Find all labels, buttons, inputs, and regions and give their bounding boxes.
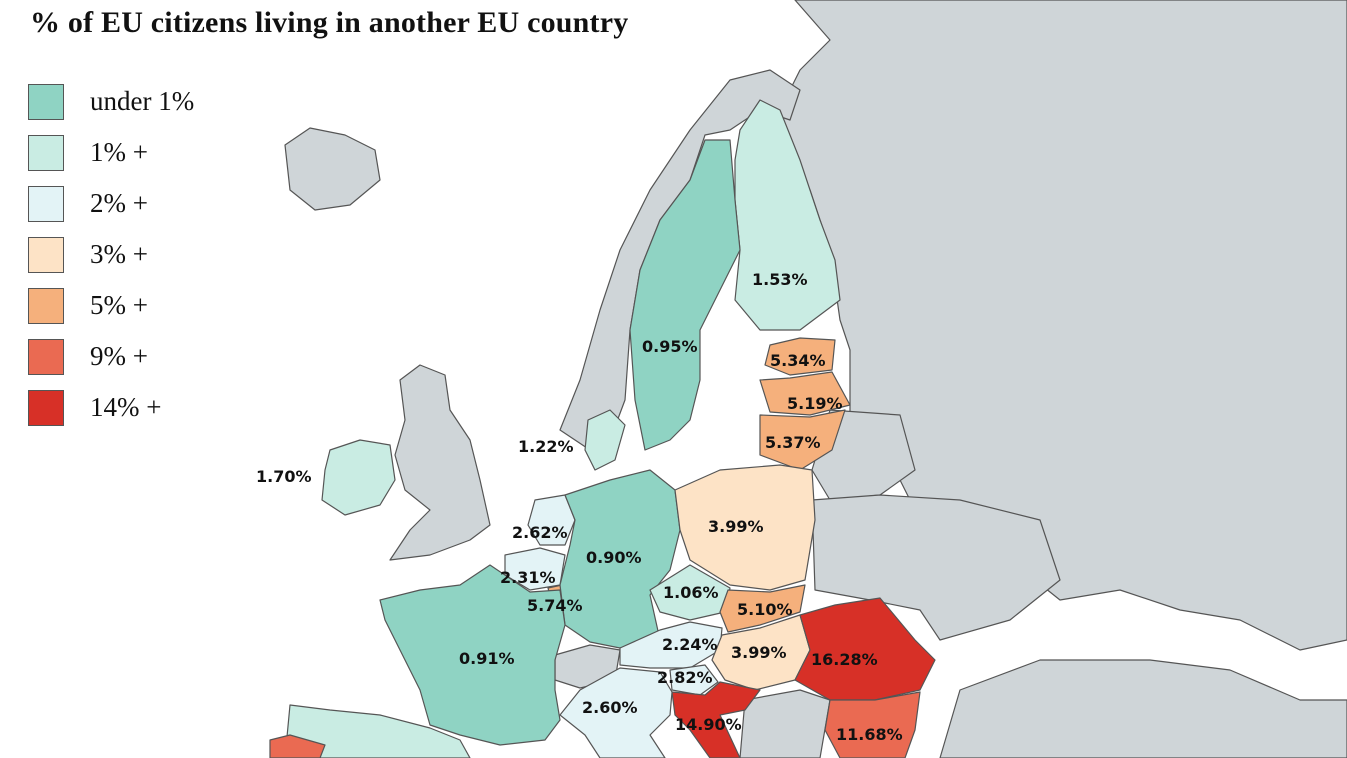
legend-label: 3% + bbox=[90, 239, 148, 269]
label-netherlands: 2.62% bbox=[512, 523, 568, 542]
country-sweden bbox=[629, 139, 741, 451]
country-slovenia bbox=[669, 664, 719, 696]
label-france: 0.91% bbox=[459, 649, 515, 668]
country-croatia bbox=[671, 681, 761, 758]
map-title: % of EU citizens living in another EU co… bbox=[30, 6, 629, 39]
label-austria: 2.24% bbox=[662, 635, 718, 654]
legend-swatch bbox=[28, 287, 64, 324]
label-slovakia: 5.10% bbox=[737, 600, 793, 619]
legend-label: 5% + bbox=[90, 290, 148, 320]
country-latvia bbox=[759, 371, 851, 416]
legend-item: 5% + bbox=[28, 280, 194, 331]
label-romania: 16.28% bbox=[811, 650, 878, 669]
legend-swatch bbox=[28, 236, 64, 273]
country-balkans bbox=[739, 689, 831, 758]
label-latvia: 5.19% bbox=[787, 394, 843, 413]
legend-item: 14% + bbox=[28, 382, 194, 433]
label-belgium: 2.31% bbox=[500, 568, 556, 587]
country-lithuania bbox=[759, 409, 846, 471]
country-italy bbox=[559, 667, 673, 758]
label-finland: 1.53% bbox=[752, 270, 808, 289]
country-portugal bbox=[269, 734, 326, 758]
label-lithuania: 5.37% bbox=[765, 433, 821, 452]
label-bulgaria: 11.68% bbox=[836, 725, 903, 744]
legend-label: 9% + bbox=[90, 341, 148, 371]
country-uk bbox=[389, 364, 491, 561]
country-estonia bbox=[764, 337, 836, 376]
legend-swatch bbox=[28, 389, 64, 426]
label-germany: 0.90% bbox=[586, 548, 642, 567]
country-bulgaria bbox=[824, 691, 921, 758]
label-italy: 2.60% bbox=[582, 698, 638, 717]
legend-label: 14% + bbox=[90, 392, 162, 422]
legend-swatch bbox=[28, 83, 64, 120]
country-slovakia bbox=[719, 584, 806, 633]
label-sweden: 0.95% bbox=[642, 337, 698, 356]
label-czechia: 1.06% bbox=[663, 583, 719, 602]
legend: under 1% 1% + 2% + 3% + 5% + 9% + 14% + bbox=[28, 76, 194, 433]
legend-item: 2% + bbox=[28, 178, 194, 229]
label-denmark: 1.22% bbox=[518, 437, 574, 456]
country-turkey bbox=[939, 659, 1347, 758]
legend-item: 3% + bbox=[28, 229, 194, 280]
label-ireland: 1.70% bbox=[256, 467, 312, 486]
legend-label: 1% + bbox=[90, 137, 148, 167]
country-spain bbox=[284, 704, 471, 758]
country-romania bbox=[794, 597, 936, 701]
legend-label: under 1% bbox=[90, 86, 195, 116]
label-croatia: 14.90% bbox=[675, 715, 742, 734]
legend-swatch bbox=[28, 185, 64, 222]
legend-swatch bbox=[28, 134, 64, 171]
label-poland: 3.99% bbox=[708, 517, 764, 536]
country-iceland bbox=[284, 127, 381, 211]
label-luxembourg: 5.74% bbox=[527, 596, 583, 615]
country-ireland bbox=[321, 439, 396, 516]
label-estonia: 5.34% bbox=[770, 351, 826, 370]
label-hungary: 3.99% bbox=[731, 643, 787, 662]
label-slovenia: 2.82% bbox=[657, 668, 713, 687]
country-poland bbox=[674, 464, 816, 591]
country-ukraine bbox=[811, 494, 1061, 641]
country-france bbox=[379, 564, 566, 746]
legend-item: under 1% bbox=[28, 76, 194, 127]
legend-item: 1% + bbox=[28, 127, 194, 178]
legend-item: 9% + bbox=[28, 331, 194, 382]
legend-swatch bbox=[28, 338, 64, 375]
legend-label: 2% + bbox=[90, 188, 148, 218]
country-denmark bbox=[584, 409, 626, 471]
